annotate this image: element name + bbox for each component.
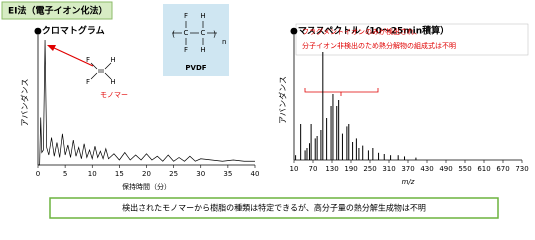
x-tick-label: 610 — [477, 165, 490, 173]
atom: H — [200, 46, 205, 54]
atom: C — [201, 29, 206, 37]
x-tick-label: 35 — [223, 170, 232, 178]
x-tick-label: 430 — [420, 165, 433, 173]
figure: EI法（電子イオン化法） ( ) F H C C F H n PVDF F H … — [1, 1, 529, 219]
header: EI法（電子イオン化法） — [8, 5, 108, 17]
bracket: ( — [172, 30, 175, 39]
x-tick-label: 0 — [36, 170, 40, 178]
atom: H — [110, 56, 115, 64]
atom: F — [184, 12, 188, 20]
pvdf-box — [163, 4, 229, 76]
conclusion: 検出されたモノマーから樹脂の種類は特定できるが、高分子量の熱分解生成物は不明 — [122, 203, 426, 213]
x-tick-label: 70 — [309, 165, 318, 173]
bracket — [304, 88, 379, 96]
y-axis-label: アバンダンス — [278, 76, 288, 124]
atom: F — [86, 56, 90, 64]
atom: F — [86, 78, 90, 86]
y-axis-label: アバンダンス — [20, 79, 30, 127]
x-tick-label: 370 — [401, 165, 414, 173]
x-tick-label: 10 — [88, 170, 97, 178]
arrow — [51, 46, 94, 67]
x-tick-label: 40 — [251, 170, 260, 178]
x-tick-label: 250 — [363, 165, 376, 173]
x-axis-label: m/z — [402, 178, 415, 186]
atom: H — [200, 12, 205, 20]
x-tick-label: 30 — [196, 170, 205, 178]
x-tick-label: 310 — [382, 165, 395, 173]
x-tick-label: 20 — [142, 170, 151, 178]
x-tick-label: 10 — [290, 165, 299, 173]
x-tick-label: 190 — [344, 165, 357, 173]
subscript: n — [222, 38, 226, 46]
atom: H — [110, 78, 115, 86]
monomer-bonds — [90, 62, 112, 80]
x-axis-label: 保持時間（分） — [122, 182, 171, 191]
x-tick-label: 15 — [115, 170, 124, 178]
conclusion-box — [49, 197, 499, 219]
x-tick-label: 730 — [515, 165, 528, 173]
header-box — [1, 1, 113, 20]
annotation: モノマー — [100, 91, 128, 99]
x-tick-label: 25 — [169, 170, 178, 178]
atom: C — [184, 29, 189, 37]
x-tick-label: 490 — [439, 165, 452, 173]
x-tick-label: 550 — [458, 165, 471, 173]
x-tick-label: 670 — [496, 165, 509, 173]
x-tick-label: 5 — [63, 170, 67, 178]
chart-title: ●マススペクトル（10～25min積算） — [290, 25, 449, 37]
annotation: フラグメントイオンのみが検出され、 — [302, 27, 421, 36]
chart-title: ●クロマトグラム — [34, 25, 105, 37]
atom: F — [184, 46, 188, 54]
note-box — [295, 23, 529, 56]
x-tick-label: 130 — [325, 165, 338, 173]
annotation: 分子イオン非検出のため熱分解物の組成式は不明 — [302, 41, 456, 50]
pvdf-label: PVDF — [185, 64, 206, 72]
line — [38, 39, 255, 166]
arrow-head — [47, 45, 56, 51]
bracket: ) — [213, 30, 216, 39]
